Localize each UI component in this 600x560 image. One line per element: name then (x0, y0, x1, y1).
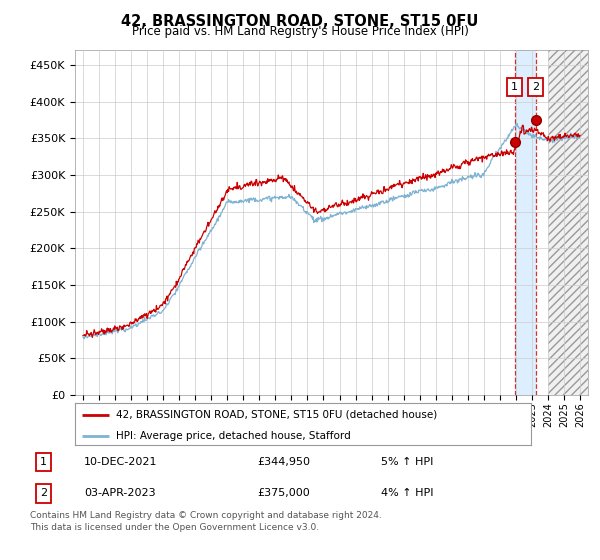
Text: 42, BRASSINGTON ROAD, STONE, ST15 0FU: 42, BRASSINGTON ROAD, STONE, ST15 0FU (121, 14, 479, 29)
Text: £375,000: £375,000 (257, 488, 310, 498)
Bar (548, 50, 588, 395)
Text: 5% ↑ HPI: 5% ↑ HPI (381, 457, 433, 467)
Text: 4% ↑ HPI: 4% ↑ HPI (381, 488, 433, 498)
Text: £344,950: £344,950 (257, 457, 310, 467)
Text: 1: 1 (40, 457, 47, 467)
Text: 1: 1 (511, 82, 518, 92)
Text: Contains HM Land Registry data © Crown copyright and database right 2024.
This d: Contains HM Land Registry data © Crown c… (30, 511, 382, 531)
Text: Price paid vs. HM Land Registry's House Price Index (HPI): Price paid vs. HM Land Registry's House … (131, 25, 469, 38)
Text: HPI: Average price, detached house, Stafford: HPI: Average price, detached house, Staf… (116, 431, 351, 441)
Text: 03-APR-2023: 03-APR-2023 (84, 488, 155, 498)
Text: 42, BRASSINGTON ROAD, STONE, ST15 0FU (detached house): 42, BRASSINGTON ROAD, STONE, ST15 0FU (d… (116, 410, 437, 420)
Text: 10-DEC-2021: 10-DEC-2021 (84, 457, 157, 467)
Text: 2: 2 (532, 82, 539, 92)
Bar (515, 50, 536, 395)
Text: 2: 2 (40, 488, 47, 498)
